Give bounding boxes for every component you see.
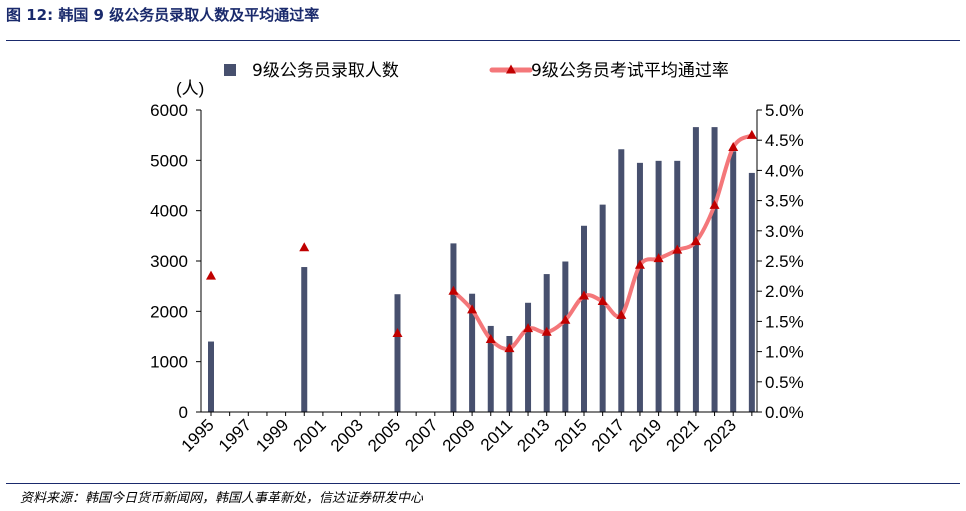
y-left-tick-label: 6000 [150,101,188,120]
y-right-tick-label: 0.0% [765,403,804,422]
y-left-tick-label: 3000 [150,252,188,271]
x-tick-label: 2017 [588,415,628,455]
pass-rate-point-2017 [616,309,627,319]
y-right-tick-label: 3.5% [765,192,804,211]
bar-2021 [692,127,699,412]
pass-rate-point-2005 [392,327,403,337]
bar-2010 [487,325,494,412]
x-tick-label: 1997 [215,415,255,455]
pass-rate-point-2013 [541,326,552,336]
pass-rate-point-2009 [467,304,478,314]
y-right-tick-label: 1.0% [765,343,804,362]
x-tick-label: 1999 [252,415,292,455]
bar-2000 [301,267,308,412]
pass-rate-point-2014 [560,314,571,324]
x-tick-label: 2019 [625,415,665,455]
x-tick-label: 2009 [439,415,479,455]
x-tick-label: 2001 [290,415,330,455]
legend-line-label: 9级公务员考试平均通过率 [531,61,729,81]
y-left-tick-label: 5000 [150,151,188,170]
y-right-tick-label: 2.0% [765,282,804,301]
pass-rate-point-1995 [206,270,216,280]
title-divider [6,40,960,41]
pass-rate-point-2008 [448,285,459,295]
pass-rate-point-2020 [672,244,683,254]
bar-2013 [543,274,550,412]
bar-2020 [674,160,681,412]
bar-2015 [581,225,587,412]
y-right-tick-label: 3.0% [765,222,804,241]
y-left-tick-label: 0 [179,403,188,422]
bar-2017 [618,149,625,412]
pass-rate-point-2016 [597,295,608,305]
pass-rate-point-2023 [728,141,739,151]
bar-2016 [599,204,606,412]
bar-2005 [394,294,401,412]
pass-rate-point-2012 [523,323,534,333]
pass-rate-point-2015 [579,290,589,300]
bar-2019 [655,160,662,412]
y-left-axis-label: (人) [176,79,204,98]
pass-rate-point-2018 [634,259,645,269]
legend-bar-label: 9级公务员录取人数 [252,61,399,81]
figure-title: 图 12: 韩国 9 级公务员录取人数及平均通过率 [6,6,320,24]
x-tick-label: 2021 [663,415,703,455]
y-left-tick-label: 2000 [150,302,188,321]
y-right-tick-label: 2.5% [765,252,804,271]
bar-2018 [636,162,643,412]
bar-2012 [525,302,532,412]
legend: 9级公务员录取人数 9级公务员考试平均通过率 [224,61,729,81]
y-right-tick-label: 1.5% [765,312,804,331]
y-right-tick-label: 0.5% [765,373,804,392]
bar-2014 [562,261,569,412]
x-tick-label: 2023 [700,415,740,455]
x-tick-label: 2013 [513,415,553,455]
bar-2022 [711,127,718,412]
y-right-tick-label: 4.0% [765,161,804,180]
y-left-tick-label: 4000 [150,202,188,221]
pass-rate-point-2000 [299,242,310,252]
source-divider [6,483,960,484]
x-tick-label: 2007 [401,415,441,455]
y-right-tick-label: 5.0% [765,101,804,120]
pass-rate-point-2022 [709,199,720,209]
bar-2008 [450,243,457,412]
x-tick-label: 2015 [551,415,591,455]
plot-area: 0 1000 2000 3000 4000 5000 6000 0.0% 0.5% 1.0% 1.5… [150,101,804,456]
bar-2024 [748,172,755,412]
pass-rate-point-2010 [485,334,496,344]
x-tick-label: 2003 [327,415,367,455]
pass-rate-point-2021 [690,236,701,246]
legend-line-marker [506,64,516,74]
source-note: 资料来源：韩国今日货币新闻网，韩国人事革新处，信达证券研发中心 [20,491,424,506]
bar-2023 [730,151,737,413]
y-left-tick-label: 1000 [150,353,188,372]
x-tick-label: 2011 [477,415,516,454]
pass-rate-point-2019 [653,253,664,263]
bar-2011 [506,335,513,412]
y-right-tick-label: 4.5% [765,131,804,150]
pass-rate-point-2011 [504,343,515,353]
legend-bar-swatch [224,64,236,76]
bar-2009 [469,293,476,412]
bar-1995 [208,341,214,412]
x-tick-label: 2005 [364,415,404,455]
pass-rate-point-2024 [746,129,757,139]
